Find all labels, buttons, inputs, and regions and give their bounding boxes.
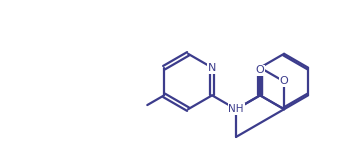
Text: N: N: [208, 63, 216, 73]
Text: NH: NH: [228, 104, 244, 114]
Text: O: O: [280, 76, 288, 87]
Text: O: O: [256, 65, 264, 75]
Text: NH: NH: [228, 104, 244, 114]
